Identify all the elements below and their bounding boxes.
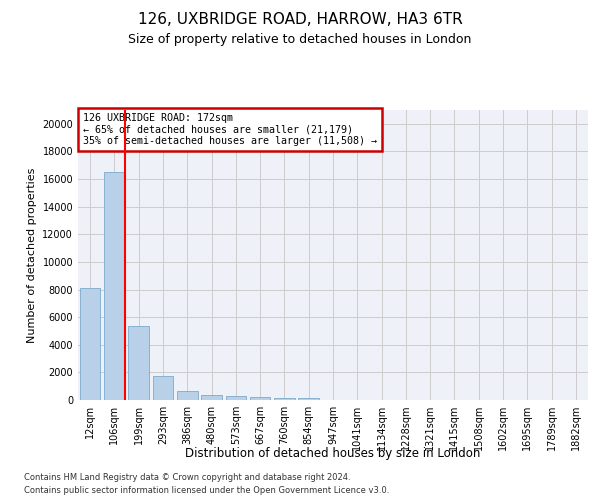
Bar xyxy=(201,395,222,400)
Text: Contains HM Land Registry data © Crown copyright and database right 2024.: Contains HM Land Registry data © Crown c… xyxy=(24,472,350,482)
Text: Size of property relative to detached houses in London: Size of property relative to detached ho… xyxy=(128,32,472,46)
Bar xyxy=(128,326,149,400)
Bar xyxy=(274,398,295,400)
Text: 126 UXBRIDGE ROAD: 172sqm
← 65% of detached houses are smaller (21,179)
35% of s: 126 UXBRIDGE ROAD: 172sqm ← 65% of detac… xyxy=(83,113,377,146)
Bar xyxy=(152,376,173,400)
Text: Distribution of detached houses by size in London: Distribution of detached houses by size … xyxy=(185,448,481,460)
Bar xyxy=(177,391,197,400)
Y-axis label: Number of detached properties: Number of detached properties xyxy=(27,168,37,342)
Text: 126, UXBRIDGE ROAD, HARROW, HA3 6TR: 126, UXBRIDGE ROAD, HARROW, HA3 6TR xyxy=(137,12,463,28)
Bar xyxy=(250,397,271,400)
Bar xyxy=(80,288,100,400)
Text: Contains public sector information licensed under the Open Government Licence v3: Contains public sector information licen… xyxy=(24,486,389,495)
Bar xyxy=(104,172,125,400)
Bar xyxy=(298,398,319,400)
Bar xyxy=(226,396,246,400)
